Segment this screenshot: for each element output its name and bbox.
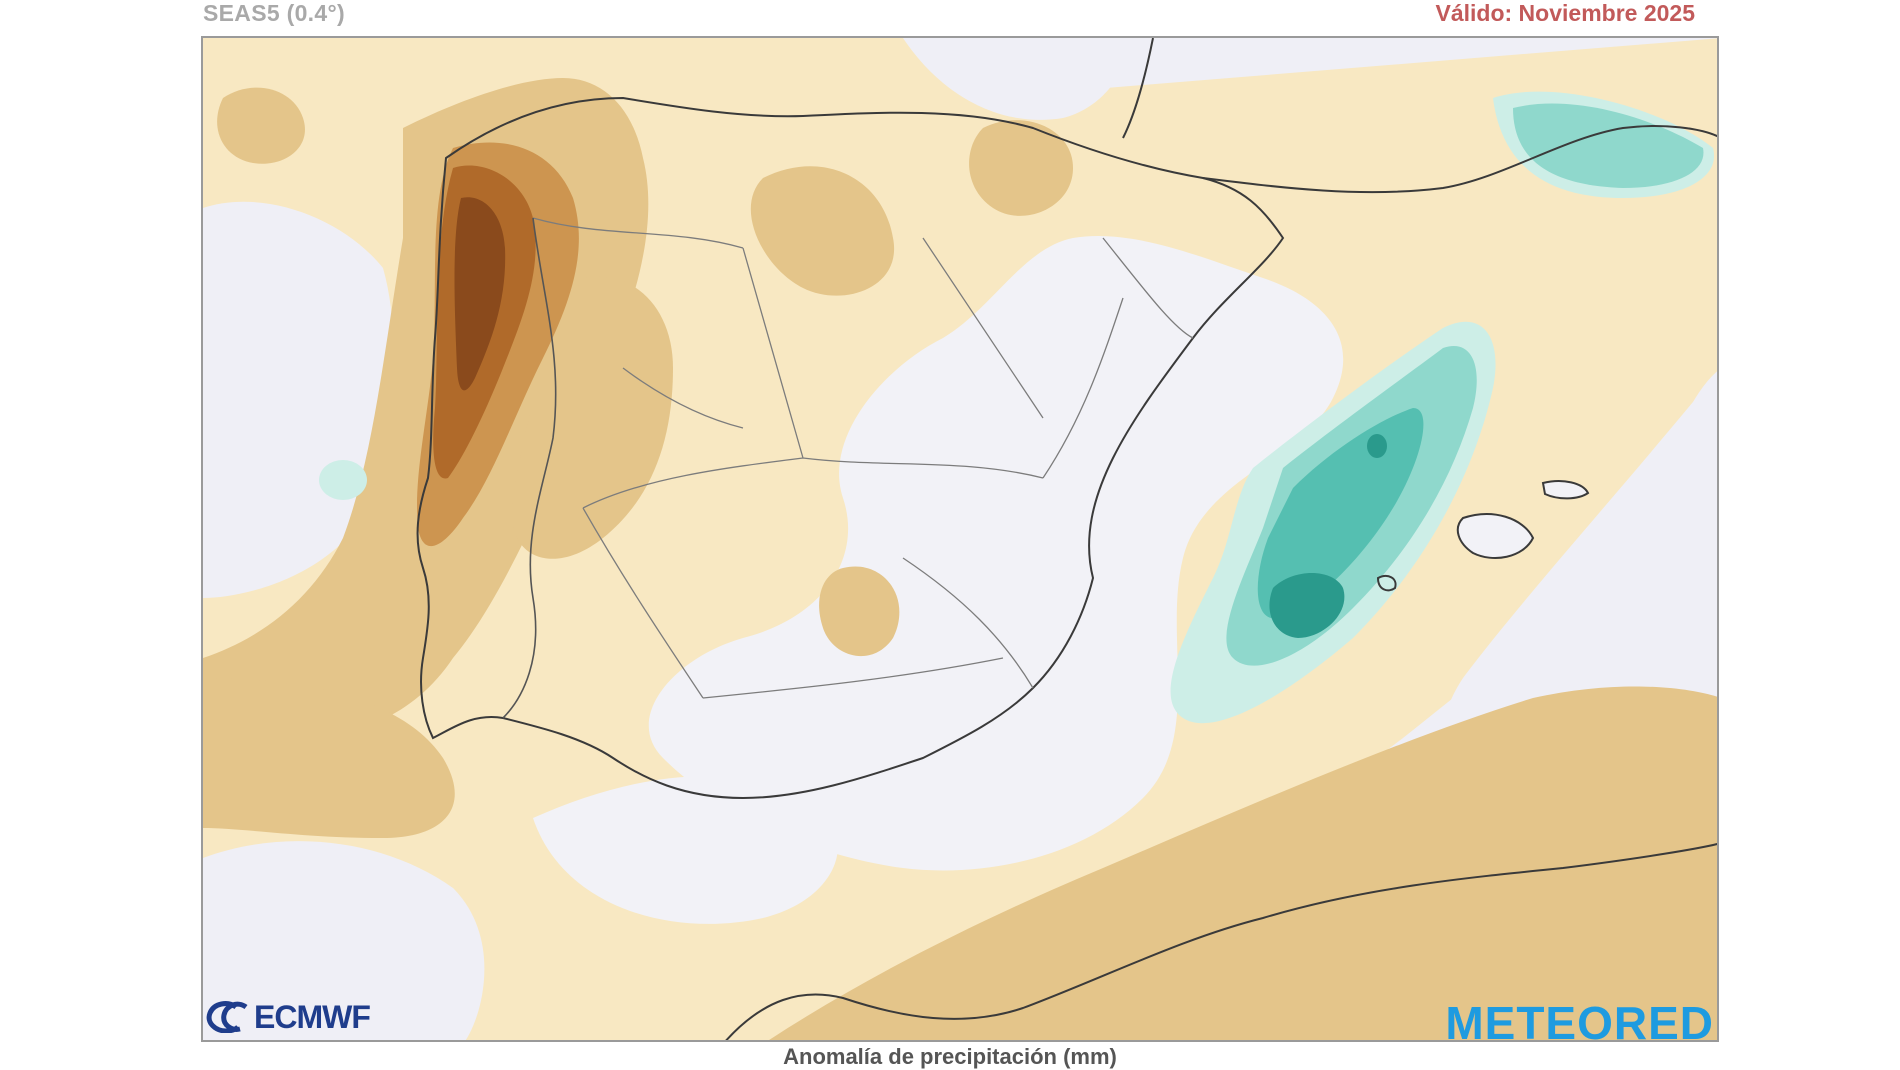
france-coastline [1122,38,1717,194]
dry-anomaly-mid-atlantic-south [203,678,455,838]
no-anomaly-north [903,38,1125,120]
wet-anomaly-extreme [1269,573,1345,638]
precipitation-anomaly-map [201,36,1719,1042]
africa-coastline [725,842,1717,1040]
ecmwf-text: ECMWF [254,998,371,1035]
no-anomaly-atlantic-south [203,841,485,1040]
model-label: SEAS5 (0.4°) [203,0,345,26]
meteored-logo: METEORED [1445,997,1714,1049]
dry-anomaly-mid-africa [769,686,1717,1040]
no-anomaly-central [648,236,1344,871]
map-canvas [203,38,1717,1040]
no-anomaly-south [533,776,838,924]
ibiza-island [1376,575,1397,592]
dry-anomaly-mid-nw-blob [217,87,305,164]
dry-anomaly-mid-la-mancha [819,566,900,657]
portugal-border [502,217,557,719]
dry-anomaly-extreme [454,197,506,391]
wet-anomaly-extreme-dot [1367,434,1387,458]
wet-anomaly-mid-north [1513,103,1704,188]
valid-date-label: Válido: Noviembre 2025 [1435,0,1696,26]
map-caption: Anomalía de precipitación (mm) [783,1044,1117,1069]
ecmwf-logo: ECMWF [206,998,371,1035]
mallorca-island [1456,513,1535,559]
dry-anomaly-mid-pyrenees [969,120,1073,216]
wet-anomaly-strong [1257,408,1424,619]
menorca-island [1541,480,1590,500]
wet-anomaly-atlantic-dot [319,460,367,500]
dry-anomaly-mid-north [750,166,895,296]
region-borders [532,217,1194,699]
ecmwf-mark-icon [206,1001,248,1033]
